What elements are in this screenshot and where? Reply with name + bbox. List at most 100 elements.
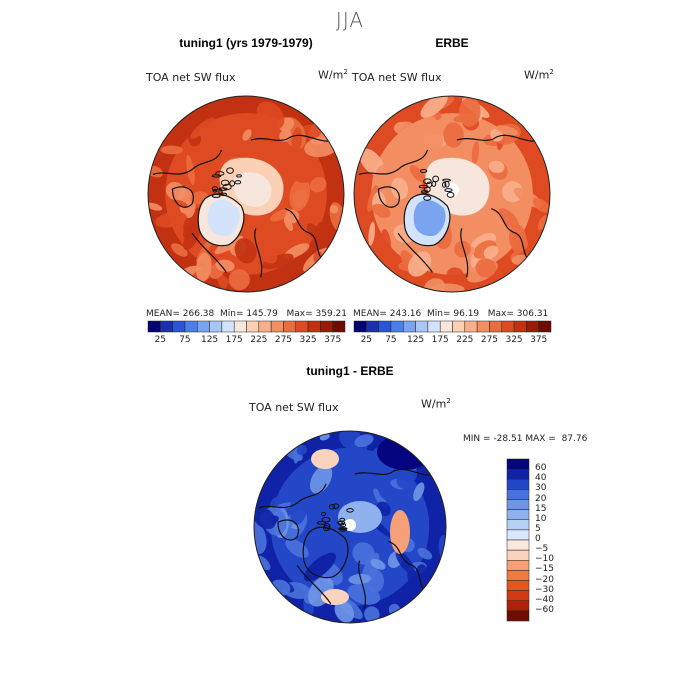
panel-2-texture-patch (537, 215, 549, 231)
panel-3-region-greenland-high (303, 552, 337, 582)
panel-2-stats: MEAN= 243.16 Min= 96.19 Max= 306.31 (353, 309, 549, 319)
panel-2-colorbar-swatch (464, 320, 478, 333)
panel-1-colorbar-tick-label: 25 (154, 335, 167, 345)
panel-2-colorbar-swatch (439, 320, 453, 333)
panel-1-island (211, 186, 219, 191)
panel-3-texture-patch (354, 434, 374, 448)
panel-2-texture-patch (371, 203, 391, 218)
panel-2-variable: TOA net SW flux (352, 71, 442, 84)
panel-2-island (444, 188, 453, 193)
panel-2-texture-patch (420, 96, 448, 118)
panel-3-title: tuning1 - ERBE (306, 364, 394, 378)
panel-2-texture-patch (391, 177, 409, 200)
panel-3-colorbar-tick-label: −20 (535, 574, 554, 585)
panel-3-stats: MIN = -28.51 MAX = 87.76 (463, 434, 588, 444)
panel-3-region-negative-1 (311, 449, 339, 469)
panel-1-colorbar-swatch (197, 320, 210, 333)
panel-1-texture-patch (195, 252, 212, 282)
panel-2-texture-patch (488, 160, 505, 173)
panel-1-texture-patch (299, 209, 310, 220)
panel-1-texture-patch (155, 211, 187, 228)
panel-3-region-negative-2 (390, 510, 410, 554)
panel-1-texture-patch (234, 238, 257, 264)
panel-3-region-north-atlantic-core (398, 440, 426, 458)
panel-1-texture-patch (171, 243, 188, 257)
panel-3-texture-patch (365, 568, 385, 593)
panel-1-colorbar-tick-label: 125 (200, 335, 219, 345)
panel-3-colorbar-swatch (506, 489, 530, 500)
panel-3-colorbar-swatch (506, 458, 530, 470)
panel-1-texture-patch (170, 199, 188, 208)
panel-2-texture-patch (443, 122, 464, 148)
panel-1-texture-patch (309, 177, 327, 193)
panel-2-texture-patch (458, 97, 481, 127)
panel-3-coast-hudson (277, 519, 299, 541)
panel-3-island (322, 525, 331, 532)
panel-1-island (234, 180, 242, 185)
panel-1-coast-hudson (171, 186, 194, 208)
panel-2-island (442, 178, 451, 182)
panel-3-texture-patch (370, 558, 386, 570)
panel-2-colorbar-swatch (513, 320, 527, 333)
panel-2-texture-patch (404, 180, 419, 197)
panel-3-colorbar-tick-label: 5 (535, 523, 541, 534)
panel-1-colorbar-tick-label: 375 (324, 335, 342, 345)
panel-2-texture-patch (393, 121, 404, 132)
panel-2-texture-patch (367, 184, 379, 213)
panel-2-texture-patch (454, 240, 471, 258)
panel-3-colorbar-tick-label: 40 (535, 473, 547, 484)
panel-3-texture-patch (316, 541, 334, 554)
panel-3-colorbar-swatch (506, 479, 530, 490)
panel-3-coastlines (258, 469, 437, 609)
panel-1-units: W/m2 (318, 68, 348, 82)
panel-2-island (423, 178, 432, 185)
panel-2-island (441, 182, 447, 188)
panel-3-region-negative-3 (321, 589, 349, 605)
panel-1-colorbar-swatch (172, 320, 186, 333)
panel-1-colorbar-swatch (283, 320, 297, 333)
panel-1-colorbar-swatch (258, 320, 272, 333)
panel-2-texture-patch (373, 164, 387, 186)
panel-1-texture-patch (262, 250, 278, 264)
panel-1-texture-patch (183, 224, 201, 251)
panel-1-colorbar-swatch (270, 320, 284, 333)
panel-2-mean: 243.16 (389, 309, 422, 319)
panel-1-colorbar-swatch (233, 320, 247, 333)
panel-3-texture-patch (344, 479, 364, 501)
panel-2-texture-patch (495, 125, 519, 136)
panel-2-coast-greenland (403, 193, 451, 247)
panel-1-max: 359.21 (315, 309, 348, 319)
panel-3-colorbar-swatch (506, 539, 530, 551)
panel-2-max: 306.31 (516, 309, 549, 319)
panel-1-colorbar-swatch (332, 320, 346, 333)
panel-1-colorbar-swatch (320, 320, 333, 333)
panel-1-texture-patch (283, 216, 294, 232)
panel-1-colorbar-tick-label: 175 (225, 335, 243, 345)
panel-1-colorbar-tick-label: 275 (274, 335, 293, 345)
panel-2-units: W/m2 (524, 68, 554, 82)
panel-1-colorbar-swatch (246, 320, 260, 333)
panel-1-colorbar-tick-label: 225 (250, 335, 268, 345)
panel-1-colorbar-swatch (184, 320, 198, 333)
panel-3-texture-patch (309, 464, 333, 494)
panel-3-colorbar-tick-label: 30 (535, 483, 547, 494)
panel-2-island (418, 184, 429, 189)
panel-3-texture-patch (325, 513, 338, 528)
panel-1-colorbar-swatch (160, 320, 173, 333)
panel-3-texture-patch (334, 600, 355, 623)
panel-2-texture-patch (408, 251, 432, 277)
panel-3-texture-patch (413, 482, 425, 502)
panel-1-colorbar (147, 320, 346, 333)
panel-1-title: tuning1 (yrs 1979-1979) (179, 36, 313, 50)
panel-3-colorbar-swatch (506, 549, 530, 561)
panel-3-colorbar-swatch (506, 610, 530, 622)
panel-1-island (218, 188, 223, 195)
panel-3-texture-patch (407, 570, 424, 589)
panel-2-texture-patch (475, 258, 497, 278)
panel-1-island (211, 174, 222, 178)
panel-3-texture-patch (254, 506, 276, 530)
panel-2-texture-patch (498, 208, 520, 230)
panel-2-colorbar-tick-label: 275 (480, 335, 499, 345)
panel-2-island (446, 191, 455, 198)
panel-3-coast-greenland (302, 526, 349, 579)
